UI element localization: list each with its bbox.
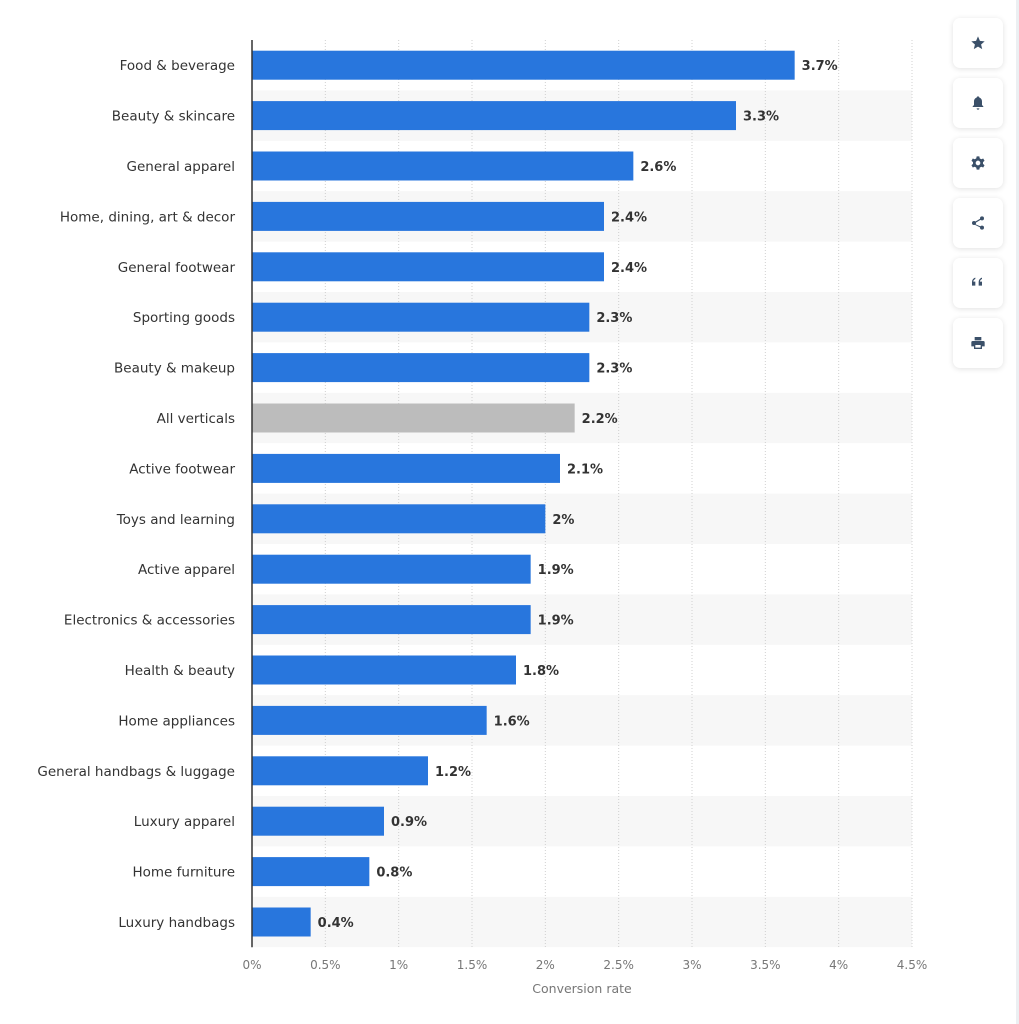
category-label: Home furniture	[133, 865, 236, 881]
data-label: 2.3%	[596, 362, 632, 377]
data-label: 3.7%	[802, 59, 838, 74]
bar	[252, 151, 634, 181]
gear-icon	[971, 156, 985, 170]
bar	[252, 907, 311, 937]
chart-toolbar	[953, 18, 1003, 378]
star-icon	[971, 36, 985, 50]
category-label: Electronics & accessories	[64, 613, 235, 629]
print-button[interactable]	[953, 318, 1003, 368]
bar	[252, 252, 604, 282]
share-icon	[972, 216, 984, 230]
x-tick-label: 4.5%	[897, 958, 928, 972]
category-label: Home appliances	[118, 713, 235, 729]
data-label: 2.3%	[596, 311, 632, 326]
bar	[252, 302, 590, 332]
x-axis-label: Conversion rate	[532, 981, 632, 996]
data-label: 2.4%	[611, 210, 647, 225]
category-label: Luxury apparel	[134, 814, 235, 830]
row-band	[252, 896, 912, 948]
category-label: General handbags & luggage	[37, 764, 235, 780]
cite-button[interactable]	[953, 258, 1003, 308]
data-label: 2.6%	[640, 160, 676, 175]
data-label: 0.8%	[376, 866, 412, 881]
bar	[252, 857, 370, 887]
bar	[252, 453, 560, 483]
bar	[252, 705, 487, 735]
category-label: Toys and learning	[116, 512, 235, 528]
scrollbar-track	[1016, 0, 1019, 1024]
category-label: Beauty & makeup	[114, 361, 235, 377]
share-button[interactable]	[953, 198, 1003, 248]
favorite-button[interactable]	[953, 18, 1003, 68]
data-label: 0.9%	[391, 815, 427, 830]
bar	[252, 756, 428, 786]
data-label: 1.8%	[523, 664, 559, 679]
bar	[252, 605, 531, 635]
category-label: Active apparel	[138, 562, 235, 578]
data-label: 2.4%	[611, 261, 647, 276]
printer-icon	[971, 337, 985, 349]
category-label: Luxury handbags	[118, 915, 235, 931]
bar	[252, 201, 604, 231]
data-label: 3.3%	[743, 110, 779, 125]
bell-icon	[972, 96, 984, 110]
x-tick-label: 4%	[829, 958, 848, 972]
notification-button[interactable]	[953, 78, 1003, 128]
data-label: 2.1%	[567, 462, 603, 477]
x-tick-label: 1%	[389, 958, 408, 972]
data-label: 1.6%	[494, 714, 530, 729]
bar	[252, 655, 516, 685]
x-tick-label: 2%	[536, 958, 555, 972]
data-label: 2%	[552, 513, 574, 528]
category-label: General apparel	[127, 159, 236, 175]
category-label: Food & beverage	[120, 58, 235, 74]
category-label: All verticals	[157, 411, 235, 427]
bar-chart: 0% 0.5% 1% 1.5% 2% 2.5% 3% 3.5% 4% 4.5% Conversion…	[37, 40, 928, 996]
data-label: 2.2%	[582, 412, 618, 427]
category-label: Sporting goods	[133, 310, 235, 326]
x-tick-label: 0.5%	[310, 958, 341, 972]
data-label: 1.9%	[538, 563, 574, 578]
category-label: General footwear	[118, 260, 236, 276]
bar	[252, 806, 384, 836]
x-tick-label: 0%	[242, 958, 261, 972]
bar	[252, 403, 575, 433]
category-label: Active footwear	[129, 461, 235, 477]
data-label: 0.4%	[318, 916, 354, 931]
x-tick-label: 2.5%	[603, 958, 634, 972]
x-tick-label: 1.5%	[457, 958, 488, 972]
data-label: 1.2%	[435, 765, 471, 780]
category-label: Home, dining, art & decor	[60, 209, 236, 225]
bar	[252, 101, 736, 131]
quote-icon	[972, 277, 982, 286]
bar	[252, 504, 546, 534]
bar	[252, 554, 531, 584]
category-label: Beauty & skincare	[112, 109, 235, 125]
x-tick-label: 3%	[682, 958, 701, 972]
settings-button[interactable]	[953, 138, 1003, 188]
bar	[252, 353, 590, 383]
category-label: Health & beauty	[125, 663, 235, 679]
x-tick-label: 3.5%	[750, 958, 781, 972]
bar	[252, 50, 795, 80]
data-label: 1.9%	[538, 614, 574, 629]
